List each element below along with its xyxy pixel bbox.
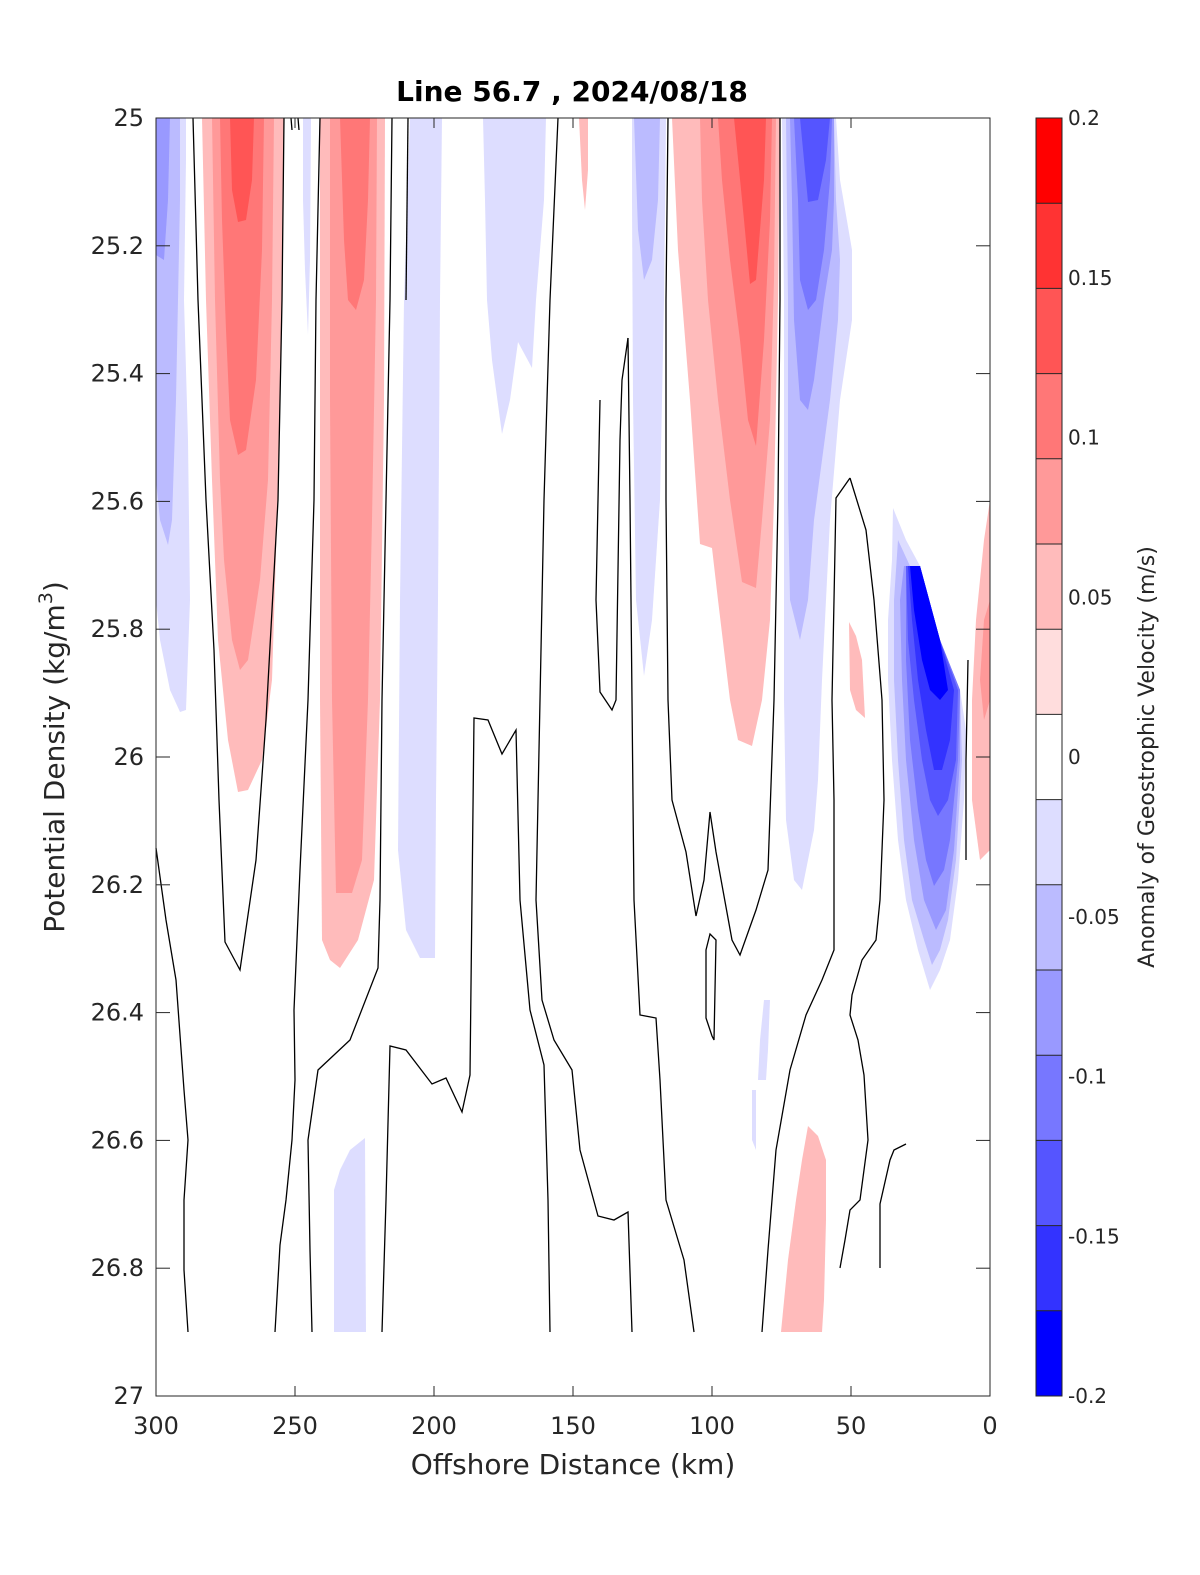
colorbar-tick-label: 0.15: [1068, 266, 1113, 290]
contour-line: [535, 117, 633, 1333]
y-axis: 25 25.2 25.4 25.6 25.8 26 26.2 26.4 26.6 26.8 27: [91, 104, 990, 1410]
x-tick-label: 150: [550, 1412, 596, 1440]
contour-fill-neg-232: [334, 1138, 366, 1332]
x-tick-label: 250: [272, 1412, 318, 1440]
y-tick-label: 26.2: [91, 871, 144, 899]
zero-contour-lines: [155, 117, 969, 1333]
contour-fill-neg-62: [800, 118, 830, 202]
y-tick-label: 26: [113, 743, 144, 771]
contour-line: [381, 717, 551, 1333]
y-axis-label: Potential Density (kg/m3): [35, 581, 71, 933]
contour-fill-neg-125: [634, 118, 660, 280]
contour-fill-neg-80: [752, 1090, 756, 1150]
contour-fill-neg-20: [910, 566, 948, 700]
contour-fill-pos-270: [230, 118, 254, 222]
colorbar-segment: [1036, 458, 1062, 545]
contour-line: [290, 117, 293, 131]
y-tick-label: 26.4: [91, 999, 144, 1027]
y-tick-label: 25.4: [91, 360, 144, 388]
contour-line: [965, 659, 969, 860]
colorbar-label: Anomaly of Geostrophic Velocity (m/s): [1135, 546, 1160, 968]
chart-title: Line 56.7 , 2024/08/18: [396, 75, 748, 108]
contour-fill-neg-80: [758, 1000, 770, 1080]
contour-fill-neg-175: [483, 118, 546, 434]
contour-fill-neg-200: [398, 118, 442, 958]
contour-fill-neg-245: [303, 118, 311, 335]
colorbar-segment: [1036, 1055, 1062, 1141]
y-axis-label-superscript: 3: [35, 592, 57, 604]
colorbar-tick-label: -0.05: [1068, 905, 1120, 929]
colorbar-segment: [1036, 1225, 1062, 1312]
plot-background: [156, 118, 990, 1396]
x-tick-label: 200: [411, 1412, 457, 1440]
contour-line: [627, 337, 695, 1333]
contour-fill-pos-88: [734, 118, 766, 284]
colorbar-ticks: 0.2 0.15 0.1 0.05 0 -0.05 -0.1 -0.15 -0.2: [1068, 106, 1120, 1408]
y-tick-label: 25.8: [91, 615, 144, 643]
colorbar-tick-label: 0.05: [1068, 585, 1113, 609]
colorbar-segment: [1036, 288, 1062, 375]
contour-fill-neg-125: [632, 118, 666, 676]
y-tick-label: 26.8: [91, 1254, 144, 1282]
contour-line: [879, 1143, 907, 1268]
colorbar-segment: [1036, 799, 1062, 886]
x-tick-label: 300: [133, 1412, 179, 1440]
colorbar-segment: [1036, 118, 1062, 204]
contour-line: [274, 117, 321, 1333]
x-axis-label: Offshore Distance (km): [411, 1448, 736, 1481]
contour-fill-pos-145: [579, 118, 588, 210]
colorbar-segments: [1036, 118, 1062, 1397]
contour-line: [307, 117, 393, 1333]
y-tick-label: 25.2: [91, 232, 144, 260]
contour-line: [405, 117, 409, 301]
y-tick-label: 27: [113, 1382, 144, 1410]
contour-line: [595, 337, 629, 712]
y-tick-label: 25.6: [91, 487, 144, 515]
colorbar-tick-label: -0.15: [1068, 1224, 1120, 1248]
colorbar-segment: [1036, 884, 1062, 971]
contour-line: [192, 117, 285, 973]
contour-line: [155, 847, 189, 1333]
colorbar-tick-label: -0.1: [1068, 1065, 1107, 1089]
filled-contours: [156, 118, 990, 1332]
x-tick-label: 50: [836, 1412, 867, 1440]
colorbar-segment: [1036, 714, 1062, 801]
x-axis: 300 250 200 150 100 50 0: [133, 118, 998, 1440]
contour-line: [839, 477, 885, 1269]
contour-fill-pos-66: [781, 1126, 826, 1332]
colorbar-tick-label: 0: [1068, 745, 1081, 769]
colorbar-segment: [1036, 1310, 1062, 1397]
colorbar-segment: [1036, 544, 1062, 630]
colorbar-segment: [1036, 970, 1062, 1056]
x-tick-label: 100: [689, 1412, 735, 1440]
contour-line: [297, 117, 300, 131]
plot-area: 300 250 200 150 100 50 0 2525.225.425.625.8262…: [91, 104, 998, 1440]
y-tick-label: 26.6: [91, 1126, 144, 1154]
contour-line: [665, 117, 781, 957]
colorbar-tick-label: 0.2: [1068, 106, 1100, 130]
contour-fill-pos-50: [849, 622, 865, 718]
x-tick-label: 0: [982, 1412, 997, 1440]
colorbar-segment: [1036, 373, 1062, 460]
colorbar-tick-label: -0.2: [1068, 1384, 1107, 1408]
contour-line: [705, 932, 717, 1041]
y-axis-label-main: Potential Density (kg/m: [38, 604, 71, 933]
contour-fill-neg-300: [156, 118, 170, 260]
colorbar-segment: [1036, 1140, 1062, 1227]
y-tick-label: 25: [113, 104, 144, 132]
colorbar-tick-label: 0.1: [1068, 426, 1100, 450]
contour-fill-pos-0: [980, 600, 990, 720]
contour-fill-pos-230: [330, 118, 377, 893]
colorbar-frame: [1035, 117, 1063, 1397]
colorbar-segment: [1036, 203, 1062, 289]
colorbar-segment: [1036, 629, 1062, 715]
colorbar: 0.2 0.15 0.1 0.05 0 -0.05 -0.1 -0.15 -0.2 Anomal…: [1035, 106, 1160, 1408]
contour-line: [761, 477, 851, 1333]
contour-fill-pos-230: [340, 118, 370, 310]
y-axis-label-close: ): [38, 581, 71, 592]
contour-fill-pos-270: [220, 118, 264, 455]
